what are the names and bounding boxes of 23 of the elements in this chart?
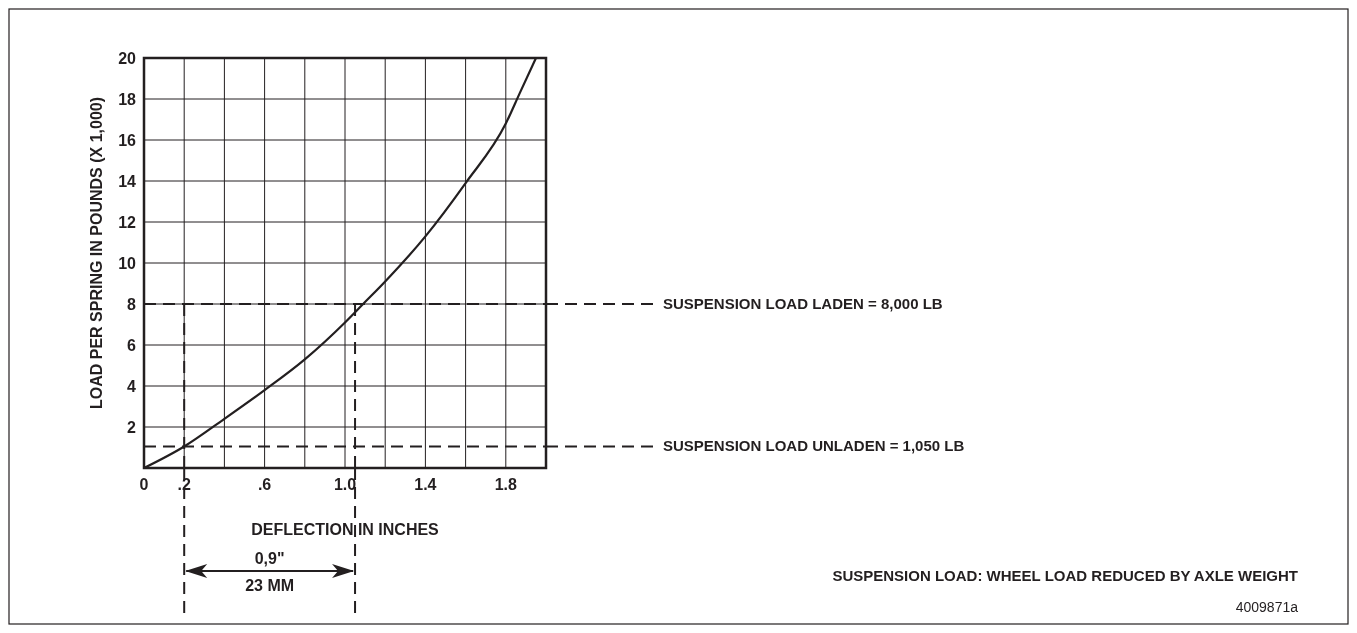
text: SUSPENSION LOAD: WHEEL LOAD REDUCED BY AXLE WEIGHT bbox=[832, 567, 1298, 584]
y-tick-label: 12 bbox=[118, 214, 137, 231]
x-axis-title: DEFLECTION IN INCHES bbox=[251, 521, 440, 538]
x-tick-label: 1.0 bbox=[333, 476, 357, 493]
y-tick-label: 6 bbox=[127, 337, 137, 354]
x-tick-label: 0 bbox=[139, 476, 149, 493]
y-tick-label: 4 bbox=[127, 378, 137, 395]
y-tick-label: 18 bbox=[118, 91, 137, 108]
y-tick-label: 20 bbox=[118, 50, 137, 67]
ref-line-label: SUSPENSION LOAD UNLADEN = 1,050 LB bbox=[663, 437, 965, 455]
y-tick-label: 14 bbox=[118, 173, 137, 190]
y-tick-label: 10 bbox=[118, 255, 137, 272]
y-tick-label: 16 bbox=[118, 132, 137, 149]
text: 4009871a bbox=[1235, 599, 1299, 615]
y-tick-label: 8 bbox=[127, 296, 137, 313]
x-tick-label: 1.8 bbox=[494, 476, 518, 493]
y-tick-label: 2 bbox=[127, 419, 137, 436]
x-tick-label: 1.4 bbox=[414, 476, 437, 493]
ref-line-label: SUSPENSION LOAD LADEN = 8,000 LB bbox=[663, 295, 943, 312]
text: 0,9" bbox=[254, 550, 285, 567]
text: 23 MM bbox=[245, 577, 295, 594]
x-tick-label: .6 bbox=[257, 476, 272, 493]
y-axis-title: LOAD PER SPRING IN POUNDS (X 1,000) bbox=[88, 96, 105, 410]
